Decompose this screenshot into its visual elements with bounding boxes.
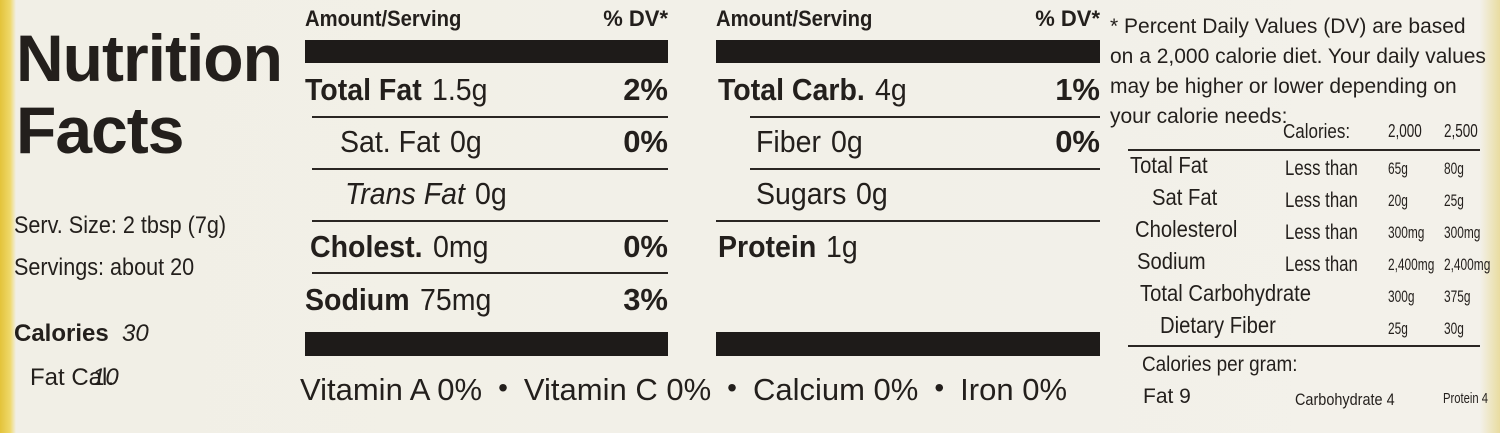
per-gram-carbohydrate: Carbohydrate 4 [1295, 390, 1395, 409]
dv-name: Sat Fat [1152, 184, 1218, 210]
header-dv: % DV* [1035, 6, 1100, 31]
nutrient-dv: 0% [1055, 124, 1100, 159]
rule [716, 220, 1100, 222]
thick-bar [716, 332, 1100, 356]
separator: • [934, 372, 945, 403]
vitamin: Iron 0% [960, 372, 1068, 407]
serving-size: Serv. Size: 2 tbsp (7g) [14, 212, 227, 239]
per-gram-protein: Protein 4 [1443, 390, 1489, 407]
nutrient-amount: 0g [830, 124, 863, 159]
vitamin: Vitamin C 0% [523, 372, 712, 407]
dv-header-2500: 2,500 [1444, 121, 1478, 141]
dv-header-2000: 2,000 [1388, 121, 1422, 141]
dv-name: Sodium [1137, 248, 1206, 274]
nutrient-dv: 0% [623, 229, 668, 264]
dv-limit: Less than [1285, 221, 1358, 244]
dv-name: Dietary Fiber [1160, 312, 1276, 338]
vitamin: Calcium 0% [752, 372, 919, 407]
rule [750, 116, 1100, 118]
dv-2500: 80g [1444, 159, 1464, 178]
per-gram-title: Calories per gram: [1142, 353, 1298, 376]
dv-2000: 20g [1388, 191, 1408, 210]
nutrient-name: Trans Fat [345, 176, 465, 211]
title: Nutrition Facts [16, 21, 283, 167]
rule [312, 116, 668, 118]
nutrient-amount: 0g [449, 124, 482, 159]
fat-calories-label: Fat Cal. [30, 364, 115, 391]
dv-2000: 65g [1388, 159, 1408, 178]
dv-2000: 300g [1388, 287, 1415, 306]
thick-bar [305, 332, 668, 356]
rule [312, 220, 668, 222]
header-amount: Amount/Serving [716, 6, 873, 31]
dv-2000: 25g [1388, 319, 1408, 338]
nutrient-amount: 75mg [419, 282, 491, 317]
header-dv: % DV* [603, 6, 668, 31]
nutrient-name: Sugars [756, 176, 847, 211]
nutrient-amount: 1.5g [431, 72, 488, 107]
servings: Servings: about 20 [14, 254, 195, 281]
dv-name: Total Carbohydrate [1140, 280, 1312, 306]
thick-bar [716, 40, 1100, 63]
nutrient-name: Total Fat [305, 72, 422, 107]
nutrient-amount: 0g [856, 176, 889, 211]
header-amount: Amount/Serving [305, 6, 462, 31]
nutrient-dv: 2% [623, 72, 668, 107]
footnote-text: * Percent Daily Values (DV) are based on… [1110, 15, 1486, 128]
nutrient-name: Fiber [756, 124, 821, 159]
nutrient-dv: 0% [623, 124, 668, 159]
dv-2000: 2,400mg [1388, 255, 1435, 274]
calories-label: Calories [14, 320, 109, 347]
nutrient-name: Sat. Fat [340, 124, 440, 159]
rule [750, 168, 1100, 170]
rule [1128, 149, 1480, 151]
nutrient-name: Protein [718, 229, 817, 264]
separator: • [727, 372, 737, 403]
nutrient-amount: 0g [474, 176, 507, 211]
vitamin: Vitamin A 0% [300, 372, 483, 407]
nutrient-amount: 1g [826, 229, 858, 264]
dv-limit: Less than [1285, 253, 1358, 276]
fat-calories-value: 10 [92, 364, 119, 391]
separator: • [498, 372, 508, 403]
nutrient-name: Cholest. [310, 229, 423, 264]
rule [312, 168, 668, 170]
nutrient-name: Sodium [305, 282, 410, 317]
dv-2500: 25g [1444, 191, 1464, 210]
per-gram-fat: Fat 9 [1143, 385, 1191, 408]
dv-2500: 375g [1444, 287, 1471, 306]
dv-2500: 30g [1444, 319, 1464, 338]
rule [1128, 345, 1480, 347]
dv-limit: Less than [1285, 189, 1358, 212]
dv-2000: 300mg [1388, 223, 1425, 242]
nutrient-amount: 0mg [432, 229, 488, 264]
dv-name: Cholesterol [1135, 216, 1238, 242]
dv-limit: Less than [1285, 157, 1358, 180]
dv-2500: 300mg [1444, 223, 1481, 242]
nutrient-dv: 3% [623, 282, 668, 317]
dv-2500: 2,400mg [1444, 255, 1491, 274]
nutrient-amount: 4g [874, 72, 907, 107]
nutrient-name: Total Carb. [718, 72, 865, 107]
calories-value: 30 [122, 320, 149, 347]
dv-name: Total Fat [1130, 152, 1208, 178]
nutrient-dv: 1% [1055, 72, 1100, 107]
thick-bar [305, 40, 668, 63]
rule [312, 272, 668, 274]
dv-header-label: Calories: [1283, 121, 1351, 143]
